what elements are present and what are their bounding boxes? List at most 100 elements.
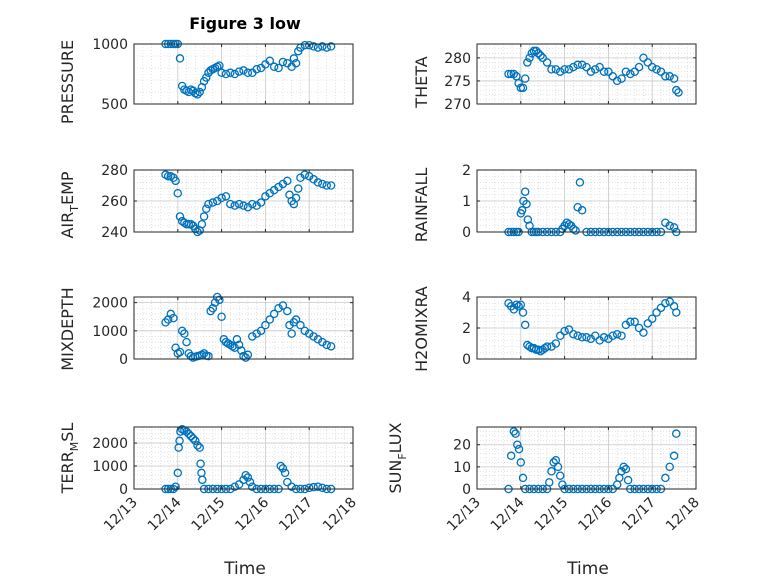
data-point [547, 65, 556, 74]
data-point [309, 332, 318, 341]
data-point [582, 333, 591, 342]
data-point [234, 199, 244, 209]
data-point [506, 69, 516, 79]
y-tick-label: 280 [101, 163, 128, 179]
data-point [208, 198, 218, 207]
data-point [171, 176, 180, 186]
data-point [326, 342, 336, 351]
data-point [604, 67, 613, 76]
data-point [516, 458, 526, 467]
ylabel-sun-flux: SUNFLUX [386, 422, 409, 493]
y-tick-label: 500 [101, 97, 128, 113]
y-tick-label: 280 [444, 51, 471, 67]
data-point [309, 42, 318, 51]
data-point [558, 480, 567, 489]
data-point [551, 339, 561, 348]
data-point [221, 69, 231, 79]
data-point [575, 178, 585, 187]
xlabel-left: Time [223, 559, 266, 579]
data-point [175, 54, 185, 63]
y-tick-label: 20 [453, 438, 471, 454]
data-point [232, 335, 242, 344]
data-point [560, 326, 569, 336]
data-point [261, 320, 270, 330]
data-point [226, 340, 235, 350]
data-point [672, 429, 681, 438]
data-point [199, 349, 209, 358]
data-point [199, 212, 209, 221]
data-point [617, 467, 626, 476]
data-point [626, 69, 635, 79]
data-point [234, 480, 244, 489]
data-point [196, 459, 205, 468]
data-point [230, 69, 239, 79]
xlabel-right: Time [566, 559, 609, 579]
data-point [608, 72, 618, 81]
ylabel-theta: THETA [412, 56, 431, 108]
ylabel-h2omixra: H2OMIXRA [412, 286, 431, 372]
data-point [656, 67, 666, 76]
data-point [161, 318, 170, 327]
data-point [166, 309, 176, 319]
axes-frame [133, 426, 354, 490]
axes-background [134, 297, 353, 359]
data-point [248, 199, 257, 209]
data-point [322, 181, 331, 190]
data-point [163, 171, 173, 181]
data-point [173, 188, 183, 198]
data-point [291, 315, 301, 324]
data-point [564, 325, 574, 334]
data-point [595, 62, 604, 72]
data-point [318, 483, 327, 493]
data-point [542, 342, 552, 351]
data-point [516, 300, 526, 309]
data-point [525, 53, 534, 63]
axes-frame [476, 43, 697, 105]
data-point [665, 72, 674, 81]
data-point [522, 199, 531, 209]
data-point [513, 440, 522, 449]
y-tick-label: 240 [101, 225, 128, 241]
data-point [656, 303, 666, 313]
ylabel-rainfall: RAINFALL [412, 168, 431, 243]
data-point [215, 295, 224, 305]
data-point [512, 300, 521, 309]
data-point [617, 331, 626, 340]
data-point [223, 339, 233, 348]
data-point [278, 301, 288, 310]
data-point [520, 320, 530, 330]
y-tick-label: 2 [462, 163, 471, 179]
data-point [511, 429, 520, 438]
data-point [241, 470, 250, 480]
data-point [520, 187, 530, 196]
data-point [577, 333, 587, 342]
data-point [173, 468, 183, 478]
data-point [274, 304, 283, 313]
data-point [304, 483, 314, 493]
data-point [296, 320, 305, 330]
data-point [586, 67, 596, 76]
data-point [184, 429, 193, 439]
data-point [202, 204, 211, 213]
axes-pressure: 500 1000 [92, 37, 354, 113]
data-point [269, 309, 279, 319]
data-point [300, 40, 310, 50]
data-point [198, 475, 207, 485]
data-point [569, 62, 578, 72]
data-point [509, 427, 519, 436]
data-point [623, 475, 633, 485]
ylabel-mixdepth: MIXDEPTH [58, 287, 77, 370]
data-point [545, 478, 554, 487]
y-tick-label: 2000 [92, 296, 128, 312]
data-point [202, 73, 211, 82]
data-point [175, 347, 185, 357]
data-point [536, 51, 545, 60]
data-point [245, 477, 255, 487]
data-point [571, 226, 580, 235]
data-point [195, 443, 204, 452]
data-point [234, 340, 244, 350]
data-point [555, 331, 565, 340]
data-point [291, 193, 301, 203]
axes-air-temp: 240 260 280 [101, 163, 354, 241]
data-point [577, 206, 587, 215]
